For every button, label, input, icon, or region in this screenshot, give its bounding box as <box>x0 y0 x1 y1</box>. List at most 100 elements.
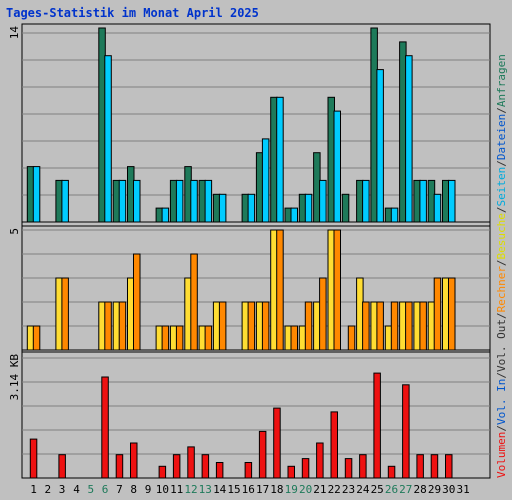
bar-dateien-day-7 <box>118 179 127 223</box>
legend-entry: Vol. In <box>495 379 508 425</box>
bar-volumen-day-26 <box>387 465 396 479</box>
x-tick-label-day-7: 7 <box>116 483 123 496</box>
bar-dateien-day-13 <box>204 179 213 223</box>
bar-volumen-day-14 <box>215 462 224 479</box>
x-tick-label-day-5: 5 <box>87 483 94 496</box>
bar-dateien-day-30 <box>448 179 456 223</box>
bar-rechner-day-29 <box>433 277 442 351</box>
bar-rechner-day-16 <box>247 301 256 351</box>
bar-volumen-day-11 <box>172 454 181 479</box>
x-tick-label-day-1: 1 <box>30 483 37 496</box>
bar-anfragen-day-23 <box>341 193 350 223</box>
bar-volumen-day-21 <box>316 442 324 479</box>
bar-rechner-day-18 <box>276 229 284 351</box>
x-tick-label-day-21: 21 <box>313 483 326 496</box>
bar-volumen-day-17 <box>258 430 267 479</box>
x-tick-label-day-28: 28 <box>413 483 426 496</box>
bar-volumen-day-7 <box>115 454 124 479</box>
bar-dateien-day-18 <box>276 96 284 223</box>
bar-dateien-day-12 <box>190 179 198 223</box>
x-tick-label-day-11: 11 <box>170 483 183 496</box>
legend-entry: Seiten <box>495 167 508 207</box>
panel-bottom-frame <box>21 351 491 479</box>
bar-rechner-day-6 <box>104 301 112 351</box>
vertical-legend: Volumen/Vol. In/Vol. Out/Rechner/Besuche… <box>495 54 508 478</box>
bar-rechner-day-13 <box>204 325 213 351</box>
bar-volumen-day-23 <box>344 458 353 479</box>
bar-volumen-day-30 <box>445 454 453 479</box>
y-max-label-bottom: 3.14 KB <box>8 354 21 401</box>
x-tick-label-day-8: 8 <box>130 483 137 496</box>
bar-dateien-day-27 <box>405 55 413 223</box>
bar-dateien-day-26 <box>390 207 399 223</box>
x-tick-label-day-20: 20 <box>299 483 312 496</box>
x-tick-label-day-24: 24 <box>356 483 370 496</box>
x-tick-label-day-16: 16 <box>242 483 255 496</box>
bar-dateien-day-1 <box>32 166 41 223</box>
x-tick-label-day-6: 6 <box>102 483 109 496</box>
bar-dateien-day-22 <box>333 110 341 223</box>
bar-volumen-day-3 <box>58 454 66 479</box>
x-tick-label-day-22: 22 <box>328 483 341 496</box>
x-tick-label-day-23: 23 <box>342 483 355 496</box>
x-tick-label-day-13: 13 <box>199 483 212 496</box>
legend-entry: / <box>495 259 508 266</box>
bar-volumen-day-1 <box>29 438 38 479</box>
bar-dateien-day-17 <box>261 138 270 223</box>
bar-dateien-day-16 <box>247 193 256 223</box>
bar-rechner-day-30 <box>448 277 456 351</box>
y-max-label-top: 14 <box>8 26 21 40</box>
bar-rechner-day-8 <box>133 253 141 351</box>
x-tick-label-day-18: 18 <box>270 483 283 496</box>
bar-rechner-day-25 <box>376 301 384 351</box>
legend-entry: / <box>495 206 508 213</box>
x-tick-label-day-4: 4 <box>73 483 80 496</box>
legend-entry: Anfragen <box>495 54 508 107</box>
bar-volumen-day-20 <box>301 458 310 479</box>
bar-rechner-day-21 <box>319 277 327 351</box>
x-tick-label-day-10: 10 <box>156 483 169 496</box>
x-tick-label-day-29: 29 <box>428 483 441 496</box>
bar-volumen-day-24 <box>359 454 367 479</box>
bar-rechner-day-10 <box>161 325 170 351</box>
bar-dateien-day-10 <box>161 207 170 223</box>
bar-rechner-day-27 <box>405 301 413 351</box>
x-tick-label-day-30: 30 <box>442 483 455 496</box>
bar-rechner-day-20 <box>304 301 313 351</box>
bar-rechner-day-17 <box>261 301 270 351</box>
bar-dateien-day-25 <box>376 69 384 223</box>
bar-dateien-day-3 <box>61 179 69 223</box>
legend-entry: Volumen <box>495 432 508 478</box>
bar-dateien-day-19 <box>290 207 298 223</box>
x-tick-label-day-31: 31 <box>456 483 469 496</box>
x-tick-label-day-27: 27 <box>399 483 412 496</box>
x-tick-label-day-12: 12 <box>184 483 197 496</box>
x-tick-label-day-9: 9 <box>145 483 152 496</box>
x-tick-label-day-17: 17 <box>256 483 269 496</box>
bar-volumen-day-27 <box>402 384 410 479</box>
bar-volumen-day-25 <box>373 372 381 479</box>
x-tick-label-day-25: 25 <box>371 483 384 496</box>
bar-rechner-day-22 <box>333 229 341 351</box>
bar-rechner-day-14 <box>218 301 227 351</box>
bar-dateien-day-28 <box>419 179 427 223</box>
legend-entry: / <box>495 425 508 432</box>
legend-entry: / <box>495 160 508 167</box>
bar-volumen-day-10 <box>158 465 167 479</box>
x-tick-label-day-3: 3 <box>59 483 66 496</box>
bar-volumen-day-8 <box>130 442 138 479</box>
bar-dateien-day-29 <box>433 193 442 223</box>
legend-entry: / <box>495 107 508 114</box>
bar-rechner-day-3 <box>61 277 69 351</box>
bar-rechner-day-24 <box>362 301 370 351</box>
bar-rechner-day-11 <box>175 325 184 351</box>
x-tick-label-day-19: 19 <box>285 483 298 496</box>
bar-volumen-day-16 <box>244 462 253 479</box>
bar-volumen-day-6 <box>101 376 109 479</box>
bar-volumen-day-28 <box>416 454 424 479</box>
legend-entry: Besuche <box>495 213 508 259</box>
chart-frame <box>21 23 491 479</box>
legend-entry: Vol. Out <box>495 319 508 372</box>
bar-rechner-day-12 <box>190 253 198 351</box>
